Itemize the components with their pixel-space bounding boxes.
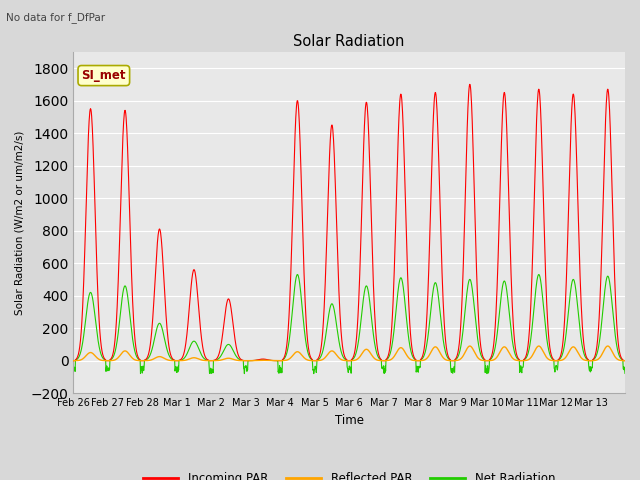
Text: SI_met: SI_met [81, 69, 126, 82]
Legend: Incoming PAR, Reflected PAR, Net Radiation: Incoming PAR, Reflected PAR, Net Radiati… [138, 467, 560, 480]
Y-axis label: Solar Radiation (W/m2 or um/m2/s): Solar Radiation (W/m2 or um/m2/s) [15, 130, 25, 315]
Title: Solar Radiation: Solar Radiation [294, 34, 405, 49]
Text: No data for f_DfPar: No data for f_DfPar [6, 12, 106, 23]
X-axis label: Time: Time [335, 414, 364, 427]
